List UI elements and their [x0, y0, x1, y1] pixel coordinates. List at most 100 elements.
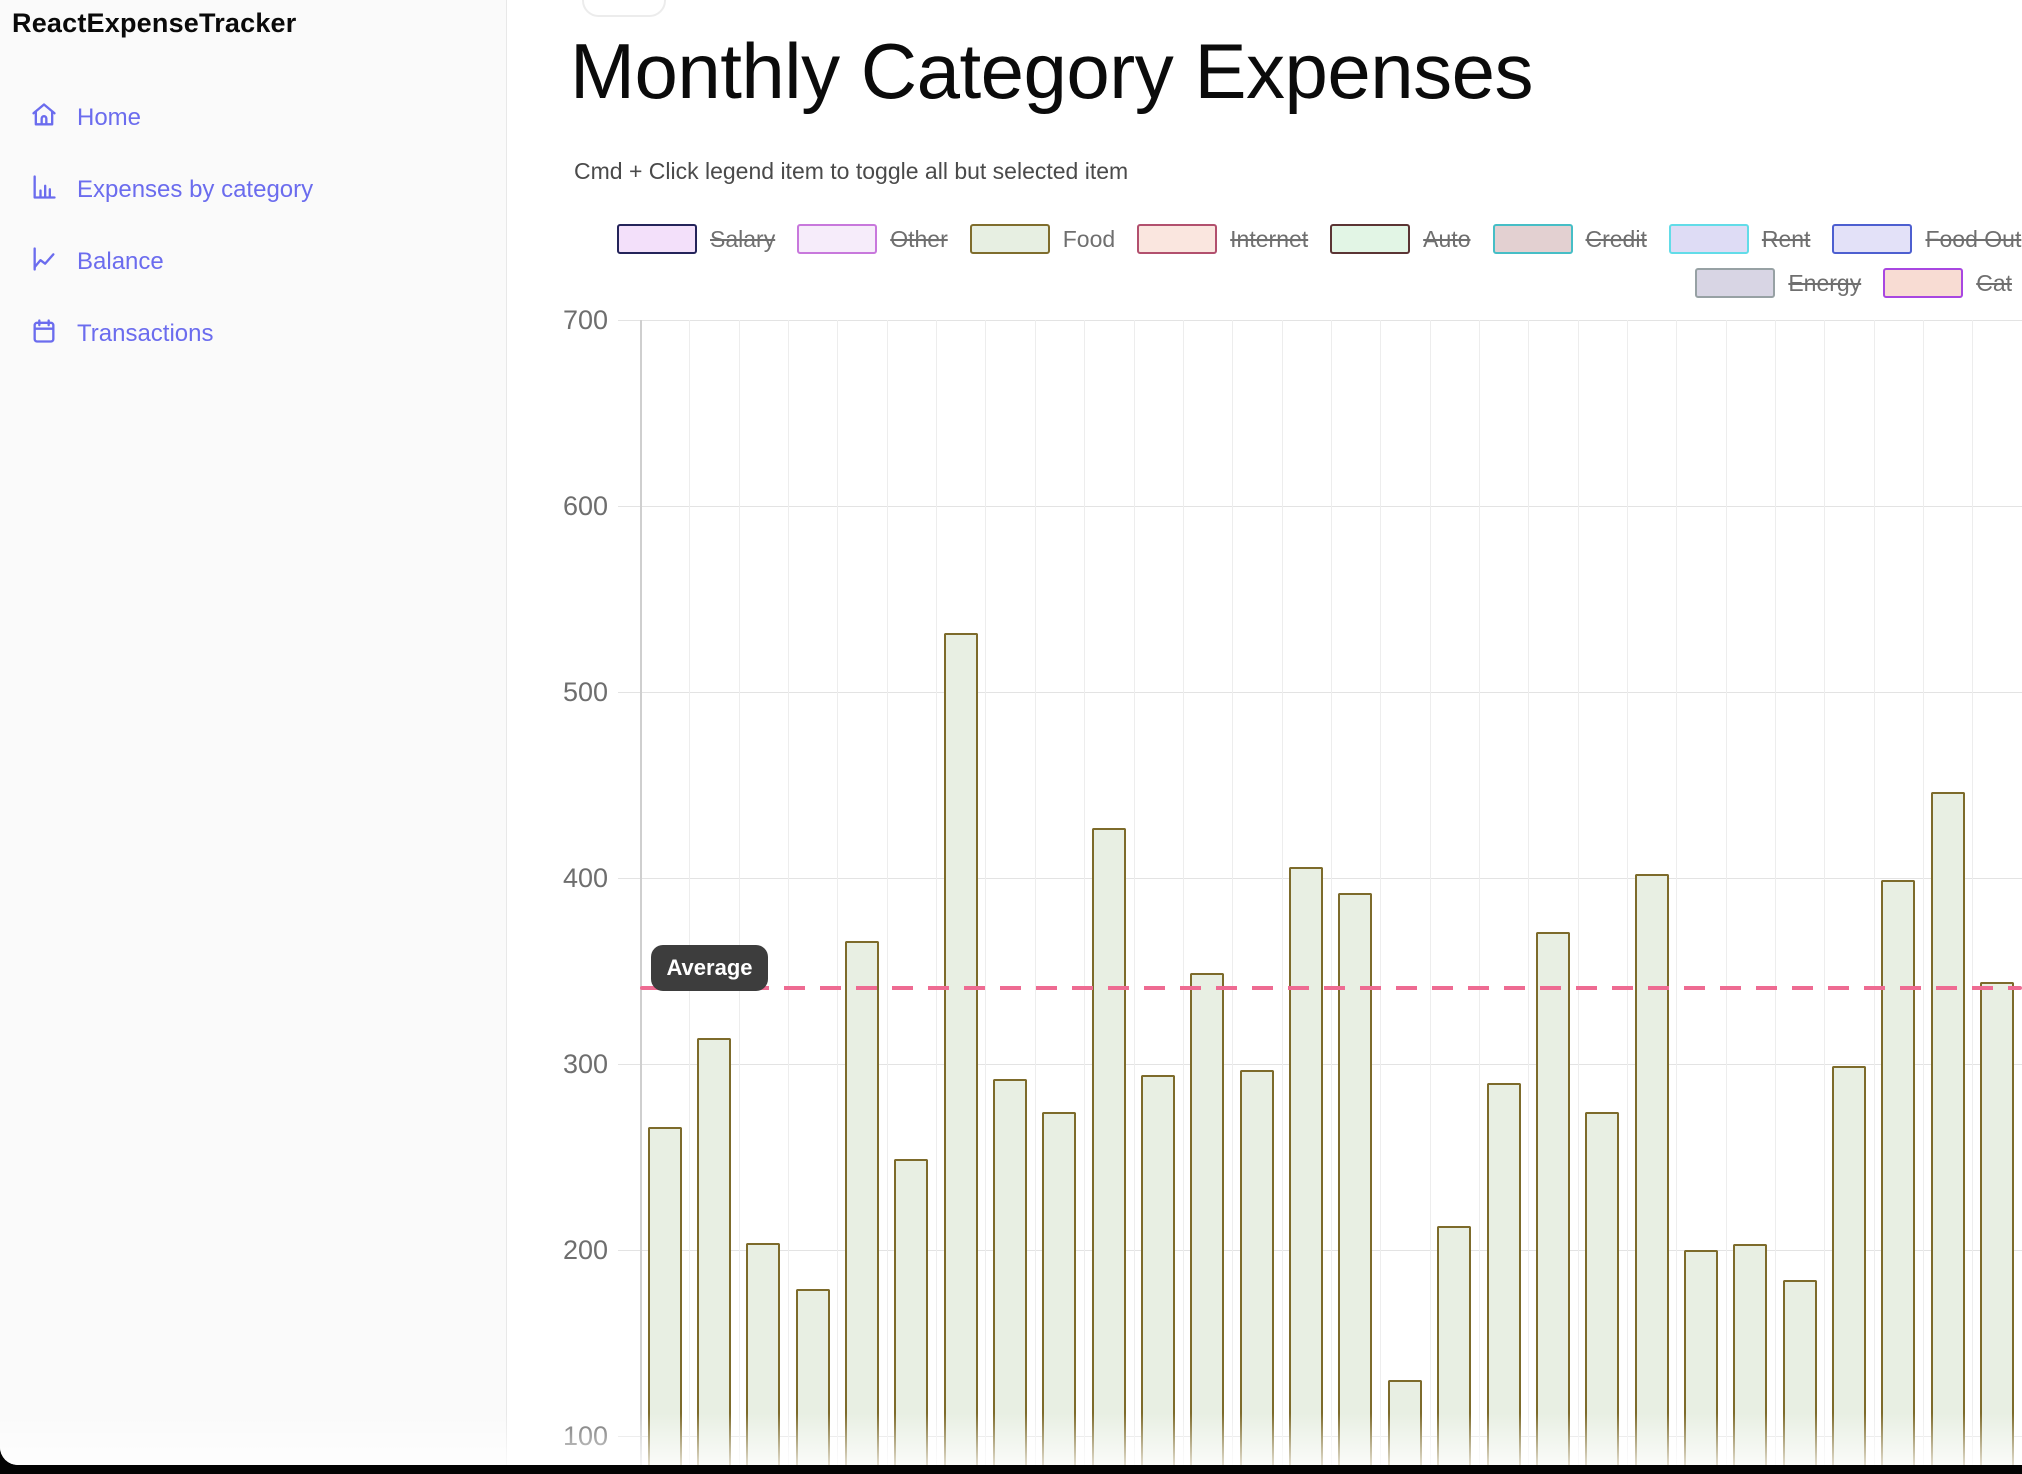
bar-food[interactable]	[1091, 827, 1126, 1465]
legend-label: Rent	[1761, 225, 1811, 252]
legend-item-other[interactable]: Other	[797, 224, 948, 254]
v-gridline	[886, 320, 888, 1465]
legend-swatch	[1492, 224, 1573, 254]
bar-food[interactable]	[1338, 892, 1373, 1465]
bar-food[interactable]	[1239, 1069, 1274, 1465]
y-tick-label: 300	[562, 1049, 608, 1079]
legend-swatch	[797, 224, 878, 254]
v-gridline	[1775, 320, 1777, 1465]
bar-food[interactable]	[1683, 1250, 1718, 1465]
v-gridline	[1725, 320, 1727, 1465]
y-tick-label: 400	[562, 863, 608, 893]
bar-food[interactable]	[1486, 1082, 1521, 1465]
bar-food[interactable]	[696, 1038, 731, 1465]
legend-label: Cat	[1976, 269, 2012, 296]
y-tick-label: 500	[562, 677, 608, 707]
bar-food[interactable]	[1782, 1279, 1817, 1465]
v-gridline	[788, 320, 790, 1465]
v-gridline	[1281, 320, 1283, 1465]
legend-swatch	[1883, 268, 1964, 298]
bar-food[interactable]	[1141, 1075, 1175, 1465]
bar-food[interactable]	[1289, 866, 1324, 1465]
v-gridline	[1232, 320, 1234, 1465]
legend-item-energy[interactable]: Energy	[1695, 268, 1861, 298]
v-gridline	[689, 320, 691, 1465]
legend-label: Internet	[1230, 225, 1309, 252]
legend-label: Food Out	[1925, 225, 2022, 252]
bar-food[interactable]	[1387, 1380, 1422, 1465]
legend-item-food[interactable]: Food	[969, 224, 1116, 254]
v-gridline	[1133, 320, 1135, 1465]
legend-label: Energy	[1788, 269, 1862, 296]
h-gridline	[618, 320, 2022, 321]
legend-item-credit[interactable]: Credit	[1492, 224, 1647, 254]
chart-legend-row-2: Energy Cat	[1695, 268, 2012, 298]
v-gridline	[837, 320, 839, 1465]
legend-label: Other	[890, 225, 948, 252]
legend-item-cat[interactable]: Cat	[1883, 268, 2012, 298]
bar-food[interactable]	[1930, 792, 1965, 1465]
y-axis-line	[640, 320, 642, 1465]
v-gridline	[1380, 320, 1382, 1465]
v-gridline	[1577, 320, 1579, 1465]
v-gridline	[1330, 320, 1332, 1465]
legend-swatch	[1330, 224, 1411, 254]
v-gridline	[1627, 320, 1628, 1465]
v-gridline	[1923, 320, 1925, 1465]
bar-food[interactable]	[1535, 931, 1570, 1465]
sidebar-item-balance[interactable]: Balance	[30, 242, 164, 282]
v-gridline	[1182, 320, 1184, 1465]
app-brand: ReactExpenseTracker	[12, 8, 297, 38]
legend-item-auto[interactable]: Auto	[1330, 224, 1471, 254]
bar-food[interactable]	[1733, 1244, 1768, 1465]
legend-swatch	[1668, 224, 1749, 254]
home-icon	[30, 101, 58, 136]
sidebar-item-transactions[interactable]: Transactions	[30, 314, 214, 354]
calendar-icon	[30, 317, 58, 352]
sidebar-item-label: Transactions	[77, 320, 214, 347]
bar-food[interactable]	[647, 1127, 682, 1465]
legend-item-salary[interactable]: Salary	[617, 224, 775, 254]
page-subtitle: Cmd + Click legend item to toggle all bu…	[574, 158, 1129, 184]
h-gridline	[618, 506, 2022, 507]
legend-item-food-out[interactable]: Food Out	[1832, 224, 2021, 254]
bar-food[interactable]	[746, 1242, 781, 1465]
bar-food[interactable]	[1437, 1225, 1472, 1465]
v-gridline	[1824, 320, 1826, 1465]
v-gridline	[985, 320, 987, 1465]
sidebar-item-label: Balance	[77, 248, 164, 275]
bar-food[interactable]	[1881, 879, 1916, 1465]
bar-food[interactable]	[993, 1078, 1027, 1465]
bar-food[interactable]	[1831, 1065, 1866, 1465]
legend-label: Food	[1062, 225, 1116, 252]
v-gridline	[1528, 320, 1530, 1465]
sidebar-item-label: Expenses by category	[77, 176, 314, 203]
bar-chart-icon	[30, 173, 58, 208]
v-gridline	[738, 320, 740, 1465]
sidebar-item-label: Home	[77, 104, 142, 131]
sidebar: ReactExpenseTracker Home Expenses by cat…	[0, 0, 507, 1465]
bar-food[interactable]	[1585, 1112, 1620, 1465]
sidebar-item-expenses-by-category[interactable]: Expenses by category	[30, 170, 313, 210]
legend-label: Auto	[1423, 225, 1471, 252]
bar-food[interactable]	[1634, 874, 1669, 1465]
v-gridline	[1478, 320, 1480, 1465]
bar-food[interactable]	[1980, 982, 2014, 1465]
bar-food[interactable]	[943, 632, 978, 1465]
bar-food[interactable]	[894, 1158, 929, 1465]
sidebar-item-home[interactable]: Home	[30, 98, 141, 138]
legend-item-internet[interactable]: Internet	[1137, 224, 1308, 254]
h-gridline	[618, 692, 2022, 693]
bar-food[interactable]	[1042, 1112, 1077, 1465]
y-tick-label: 200	[562, 1235, 608, 1265]
bar-food[interactable]	[1190, 972, 1225, 1465]
bar-food[interactable]	[795, 1289, 830, 1465]
line-chart-icon	[30, 245, 58, 280]
legend-item-rent[interactable]: Rent	[1668, 224, 1811, 254]
legend-swatch	[1832, 224, 1913, 254]
bar-food[interactable]	[844, 941, 879, 1465]
v-gridline	[1873, 320, 1875, 1465]
